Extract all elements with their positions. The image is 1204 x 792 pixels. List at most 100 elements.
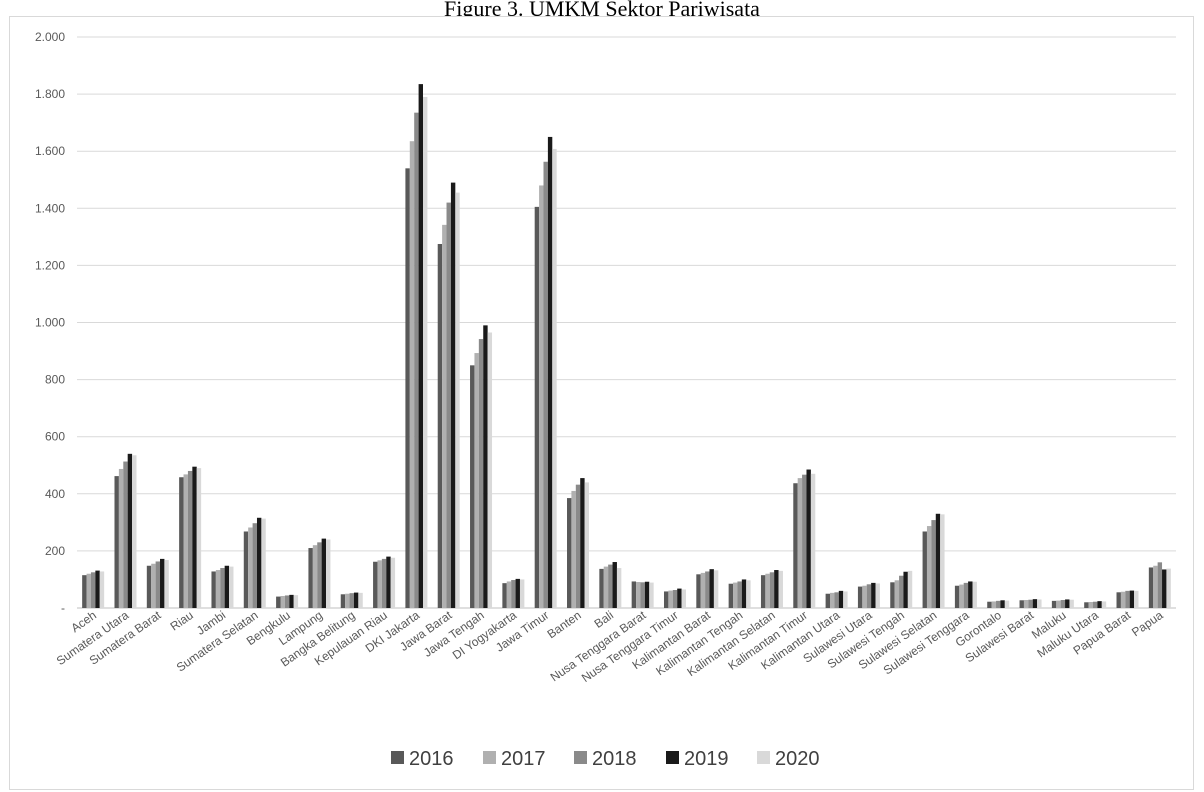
bar-2017 <box>959 584 964 608</box>
bar-2016 <box>276 596 281 608</box>
bar-2018 <box>317 542 322 608</box>
bars <box>82 84 1171 609</box>
bar-2018 <box>414 112 419 608</box>
bar-2018 <box>640 582 645 608</box>
bar-2019 <box>1065 599 1070 608</box>
y-tick-label: 800 <box>45 373 65 387</box>
bar-2016 <box>405 168 410 608</box>
bar-2020 <box>1166 568 1171 608</box>
bar-2016 <box>534 206 540 608</box>
x-category-label: Banten <box>545 608 584 641</box>
bar-2016 <box>1116 592 1121 608</box>
bar-2019 <box>256 517 262 608</box>
legend-label: 2020 <box>775 748 820 770</box>
y-tick-label: 1.000 <box>35 316 65 330</box>
bar-2016 <box>1051 600 1057 608</box>
bar-2019 <box>515 578 520 608</box>
bar-2019 <box>353 592 359 608</box>
bar-2016 <box>211 571 216 608</box>
bar-2016 <box>1019 600 1024 608</box>
bar-2019 <box>127 453 133 608</box>
bar-2016 <box>696 574 701 608</box>
bar-2020 <box>907 570 913 608</box>
bar-2018 <box>705 571 710 608</box>
bar-2019 <box>580 478 585 608</box>
bar-2016 <box>114 476 119 608</box>
bar-2017 <box>474 353 479 608</box>
bar-2017 <box>571 490 576 608</box>
bar-2017 <box>442 224 447 609</box>
bar-2019 <box>903 571 908 608</box>
bar-2019 <box>612 562 617 608</box>
bar-2016 <box>793 483 798 608</box>
bar-2018 <box>608 564 613 608</box>
bar-2019 <box>644 581 650 608</box>
legend-label: 2018 <box>592 748 637 770</box>
bar-2017 <box>765 573 770 608</box>
bar-2019 <box>95 570 100 608</box>
bar-2017 <box>506 581 512 608</box>
bar-2018 <box>381 558 387 608</box>
bar-2017 <box>926 526 932 608</box>
bar-2019 <box>709 569 714 608</box>
bar-2018 <box>284 595 290 608</box>
bar-2018 <box>672 590 678 608</box>
bar-2016 <box>760 575 766 608</box>
y-axis-tick-labels: - 200 400 600 800 1.000 1.200 1.400 1.600 1.800 2.… <box>35 30 65 615</box>
legend-swatch <box>391 751 404 764</box>
bar-2019 <box>838 590 844 608</box>
bar-2017 <box>700 572 706 608</box>
bar-2019 <box>677 588 682 608</box>
bar-2018 <box>737 581 742 608</box>
bar-2020 <box>584 482 590 608</box>
bar-2017 <box>248 527 253 608</box>
bar-2018 <box>511 580 516 608</box>
y-tick-label: 2.000 <box>35 30 65 44</box>
bar-2018 <box>1157 562 1163 608</box>
bar-2020 <box>455 192 460 608</box>
x-category-label: Riau <box>168 608 196 634</box>
bar-2020 <box>99 571 105 608</box>
bar-2020 <box>229 566 234 608</box>
bar-2018 <box>220 568 225 608</box>
bar-2016 <box>179 477 184 608</box>
bar-2018 <box>478 339 484 608</box>
bar-2020 <box>293 595 299 608</box>
bar-2020 <box>616 568 622 608</box>
bar-2020 <box>519 579 525 608</box>
x-category-label: Papua <box>1129 608 1166 640</box>
bar-2016 <box>437 243 443 609</box>
bar-2017 <box>862 585 867 608</box>
legend-label: 2016 <box>409 748 454 770</box>
bar-2020 <box>390 557 396 608</box>
bar-2016 <box>373 561 378 608</box>
bar-2017 <box>830 592 835 608</box>
bar-2016 <box>728 583 734 608</box>
bar-2016 <box>599 568 604 608</box>
bar-2020 <box>1101 601 1107 608</box>
bar-2018 <box>963 582 969 608</box>
bar-2020 <box>261 518 266 608</box>
bar-2020 <box>1004 600 1010 608</box>
bar-2017 <box>733 582 738 608</box>
y-tick-label: 1.400 <box>35 201 65 215</box>
bar-2017 <box>151 563 156 608</box>
bar-2020 <box>778 570 783 608</box>
bar-2019 <box>224 565 230 608</box>
bar-2019 <box>483 325 488 608</box>
bar-2018 <box>1092 601 1098 608</box>
bar-2018 <box>931 520 936 608</box>
legend-swatch <box>666 751 679 764</box>
bar-2018 <box>155 561 161 608</box>
bar-2020 <box>843 591 848 608</box>
bar-2018 <box>996 600 1001 608</box>
bar-2020 <box>132 455 137 608</box>
bar-2017 <box>636 582 641 608</box>
bar-2016 <box>502 583 507 608</box>
bar-2017 <box>1056 600 1061 608</box>
bar-2017 <box>409 141 415 608</box>
bar-2020 <box>196 468 202 608</box>
bar-2018 <box>446 202 451 608</box>
bar-2017 <box>797 478 803 608</box>
